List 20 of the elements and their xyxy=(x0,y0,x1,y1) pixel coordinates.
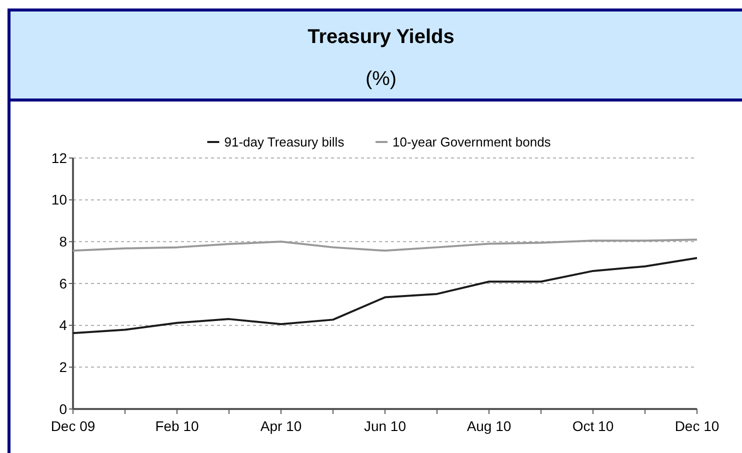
y-tick-label: 4 xyxy=(59,317,68,334)
x-tick-label: Oct 10 xyxy=(572,418,614,434)
x-tick-label: Apr 10 xyxy=(260,418,302,434)
y-tick-label: 12 xyxy=(51,150,68,166)
x-tick-label: Dec 09 xyxy=(50,418,96,434)
x-tick-label: Dec 10 xyxy=(674,418,720,434)
legend-label: 91-day Treasury bills xyxy=(224,134,345,150)
line-series xyxy=(72,256,698,334)
x-tick-label: Jun 10 xyxy=(364,418,406,434)
y-tick-label: 0 xyxy=(59,400,68,417)
legend-label: 10-year Government bonds xyxy=(392,134,552,150)
y-tick-label: 8 xyxy=(59,234,68,250)
line-series xyxy=(72,238,698,252)
chart-title: Treasury Yields xyxy=(308,26,454,48)
y-tick-label: 10 xyxy=(51,192,68,208)
chart-subtitle: (%) xyxy=(365,68,397,90)
y-tick-label: 2 xyxy=(59,359,68,376)
x-tick-label: Aug 10 xyxy=(466,418,512,434)
y-tick-label: 6 xyxy=(59,275,68,292)
x-tick-label: Feb 10 xyxy=(155,418,200,434)
